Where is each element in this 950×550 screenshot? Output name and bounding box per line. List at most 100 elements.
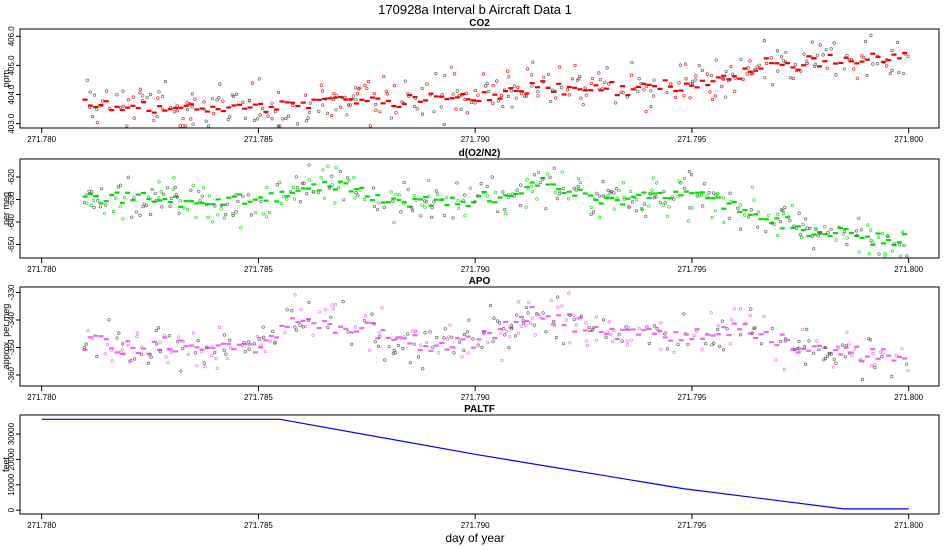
raw-point-co2 bbox=[210, 97, 214, 101]
raw-point-d-o2-n2 bbox=[353, 196, 357, 200]
raw-point-d-o2-n2 bbox=[606, 188, 610, 192]
panel-title-d-o2-n2: d(O2/N2) bbox=[459, 148, 501, 159]
raw-point-d-o2-n2 bbox=[808, 226, 812, 230]
raw-point-apo bbox=[362, 319, 367, 323]
raw-point-apo bbox=[323, 307, 328, 312]
raw-point-apo bbox=[823, 356, 827, 361]
raw-point-d-o2-n2 bbox=[206, 215, 210, 220]
raw-point-co2 bbox=[849, 57, 853, 62]
raw-point-d-o2-n2 bbox=[200, 194, 204, 198]
raw-point-co2 bbox=[788, 76, 792, 80]
raw-point-apo bbox=[556, 305, 560, 309]
raw-point-co2 bbox=[264, 110, 268, 115]
raw-point-d-o2-n2 bbox=[742, 213, 747, 217]
figure-title: 170928a Interval b Aircraft Data 1 bbox=[378, 2, 572, 17]
x-tick-label-apo: 271.795 bbox=[677, 393, 706, 402]
raw-point-d-o2-n2 bbox=[885, 234, 889, 238]
raw-point-co2 bbox=[95, 121, 99, 125]
raw-point-co2 bbox=[882, 60, 886, 65]
raw-point-d-o2-n2 bbox=[773, 222, 777, 226]
raw-point-co2 bbox=[338, 105, 343, 109]
raw-point-d-o2-n2 bbox=[141, 205, 145, 209]
raw-point-co2 bbox=[258, 113, 262, 117]
series-points-apo bbox=[82, 291, 910, 381]
raw-point-co2 bbox=[389, 116, 394, 120]
raw-point-apo bbox=[515, 313, 519, 317]
raw-point-co2 bbox=[403, 79, 407, 83]
raw-point-apo bbox=[476, 343, 480, 347]
raw-point-d-o2-n2 bbox=[87, 189, 91, 193]
raw-point-d-o2-n2 bbox=[715, 192, 720, 196]
raw-point-apo bbox=[370, 312, 374, 316]
raw-point-d-o2-n2 bbox=[630, 200, 635, 204]
raw-point-apo bbox=[268, 339, 272, 343]
raw-point-co2 bbox=[442, 122, 446, 127]
raw-point-co2 bbox=[345, 113, 349, 117]
raw-point-apo bbox=[261, 325, 265, 329]
raw-point-apo bbox=[797, 339, 801, 343]
raw-point-apo bbox=[378, 334, 382, 338]
raw-point-apo bbox=[716, 327, 720, 332]
raw-point-d-o2-n2 bbox=[389, 190, 393, 194]
raw-point-apo bbox=[880, 354, 884, 359]
raw-point-apo bbox=[637, 327, 642, 331]
raw-point-d-o2-n2 bbox=[728, 191, 732, 195]
raw-point-co2 bbox=[558, 65, 562, 69]
raw-point-co2 bbox=[536, 90, 540, 94]
raw-point-d-o2-n2 bbox=[197, 189, 201, 193]
raw-point-apo bbox=[617, 333, 621, 337]
y-tick-label-d-o2-n2: -620 bbox=[7, 168, 16, 185]
raw-point-apo bbox=[412, 342, 416, 346]
raw-point-apo bbox=[329, 315, 333, 319]
raw-point-co2 bbox=[860, 54, 864, 58]
raw-point-d-o2-n2 bbox=[869, 238, 873, 242]
x-tick-label-d-o2-n2: 271.780 bbox=[27, 265, 56, 274]
raw-point-apo bbox=[560, 304, 564, 308]
raw-point-co2 bbox=[605, 66, 609, 70]
raw-point-co2 bbox=[633, 87, 637, 91]
raw-point-co2 bbox=[581, 103, 585, 107]
raw-point-d-o2-n2 bbox=[130, 215, 134, 219]
raw-point-apo bbox=[868, 338, 873, 342]
raw-point-d-o2-n2 bbox=[883, 251, 887, 255]
raw-point-co2 bbox=[125, 124, 129, 128]
raw-point-d-o2-n2 bbox=[617, 188, 621, 193]
raw-point-co2 bbox=[565, 88, 570, 92]
raw-point-apo bbox=[167, 334, 171, 338]
panel-frame-d-o2-n2 bbox=[19, 158, 940, 259]
raw-point-co2 bbox=[481, 72, 486, 76]
raw-point-d-o2-n2 bbox=[640, 208, 644, 212]
raw-point-d-o2-n2 bbox=[756, 225, 760, 229]
raw-point-d-o2-n2 bbox=[525, 178, 529, 182]
raw-point-co2 bbox=[776, 69, 780, 73]
raw-point-co2 bbox=[829, 47, 833, 51]
raw-point-apo bbox=[311, 333, 315, 337]
raw-point-co2 bbox=[250, 81, 255, 85]
raw-point-d-o2-n2 bbox=[451, 216, 455, 220]
raw-point-d-o2-n2 bbox=[738, 203, 742, 207]
raw-point-apo bbox=[730, 318, 734, 322]
raw-point-co2 bbox=[453, 72, 457, 76]
raw-point-co2 bbox=[691, 79, 695, 83]
raw-point-co2 bbox=[308, 101, 312, 105]
raw-point-d-o2-n2 bbox=[854, 229, 859, 233]
raw-point-d-o2-n2 bbox=[814, 228, 818, 232]
raw-point-apo bbox=[503, 333, 507, 337]
raw-point-apo bbox=[122, 352, 126, 356]
y-label-d-o2-n2: per meg bbox=[1, 192, 11, 225]
raw-point-d-o2-n2 bbox=[394, 192, 398, 197]
raw-point-apo bbox=[890, 374, 894, 379]
raw-point-co2 bbox=[425, 82, 429, 86]
raw-point-co2 bbox=[101, 99, 105, 103]
raw-point-co2 bbox=[228, 114, 232, 119]
raw-point-apo bbox=[135, 334, 139, 339]
raw-point-co2 bbox=[825, 66, 829, 70]
raw-point-apo bbox=[186, 352, 191, 357]
raw-point-apo bbox=[604, 335, 608, 339]
raw-point-co2 bbox=[554, 96, 558, 100]
raw-point-d-o2-n2 bbox=[292, 197, 297, 201]
raw-point-d-o2-n2 bbox=[123, 196, 127, 200]
raw-point-co2 bbox=[724, 95, 728, 99]
raw-point-d-o2-n2 bbox=[496, 210, 500, 214]
raw-point-co2 bbox=[507, 75, 511, 79]
